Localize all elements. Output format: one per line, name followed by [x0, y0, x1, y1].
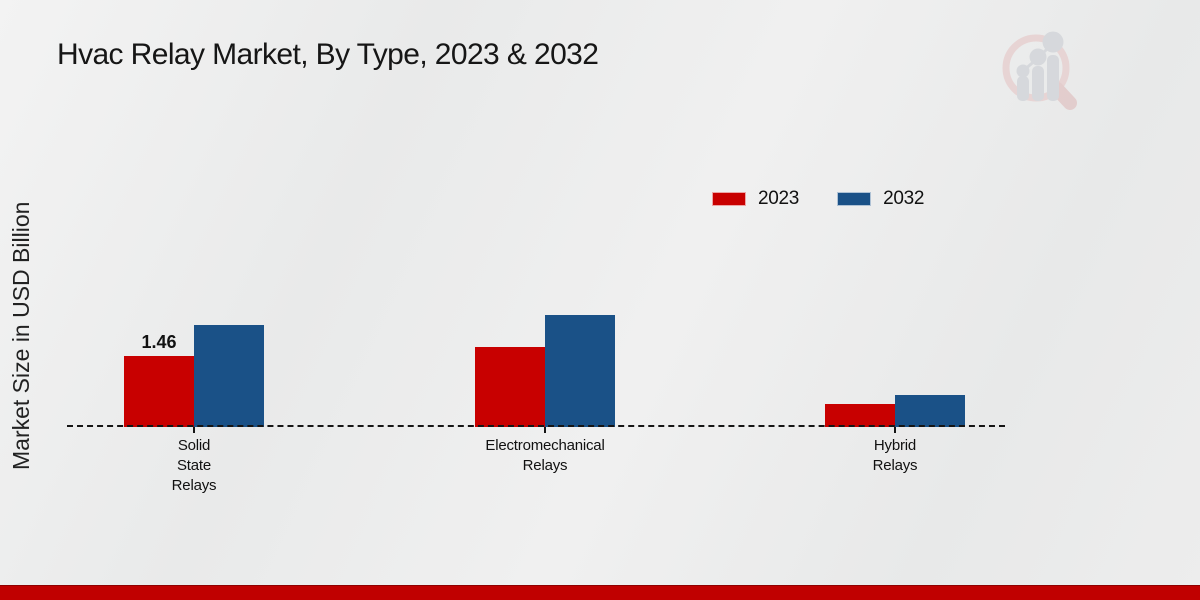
legend-item-2023: 2023 [712, 188, 799, 210]
footer-accent-bar [0, 585, 1200, 600]
x-axis-tick-solid-state-relays [193, 427, 195, 433]
x-axis-tick-hybrid-relays [894, 427, 896, 433]
bar-2032-solid-state-relays [194, 325, 264, 427]
logo-dot-3 [1042, 31, 1064, 53]
legend-swatch-2023 [712, 192, 746, 206]
legend-label-2023: 2023 [758, 188, 800, 209]
category-label-solid-state-relays: Solid State Relays [171, 437, 217, 494]
legend: 2023 2032 [712, 188, 924, 210]
bar-2023-solid-state-relays [124, 356, 194, 427]
bar-2032-electromechanical-relays [545, 315, 615, 427]
bar-2023-electromechanical-relays [475, 347, 545, 427]
bar-value-label-2023-solid-state-relays: 1.46 [141, 332, 177, 352]
category-label-electromechanical-relays: Electromechanical Relays [485, 437, 605, 474]
legend-item-2032: 2032 [837, 188, 924, 210]
legend-label-2032: 2032 [883, 188, 925, 209]
legend-swatch-2032 [837, 192, 872, 206]
magnifier-handle [1050, 82, 1077, 110]
category-label-hybrid-relays: Hybrid Relays [872, 437, 918, 474]
bar-2023-hybrid-relays [825, 404, 895, 427]
mrfr-logo-watermark [1002, 31, 1077, 110]
logo-bar-1 [1017, 76, 1029, 101]
logo-bar-3 [1047, 55, 1059, 101]
logo-dot-1 [1016, 64, 1030, 78]
logo-bar-2 [1032, 66, 1044, 101]
bar-2032-hybrid-relays [895, 395, 965, 427]
logo-dot-2 [1029, 48, 1047, 66]
x-axis-baseline [67, 425, 1005, 427]
chart-title: Hvac Relay Market, By Type, 2023 & 2032 [57, 38, 599, 71]
x-axis-tick-electromechanical-relays [544, 427, 546, 433]
